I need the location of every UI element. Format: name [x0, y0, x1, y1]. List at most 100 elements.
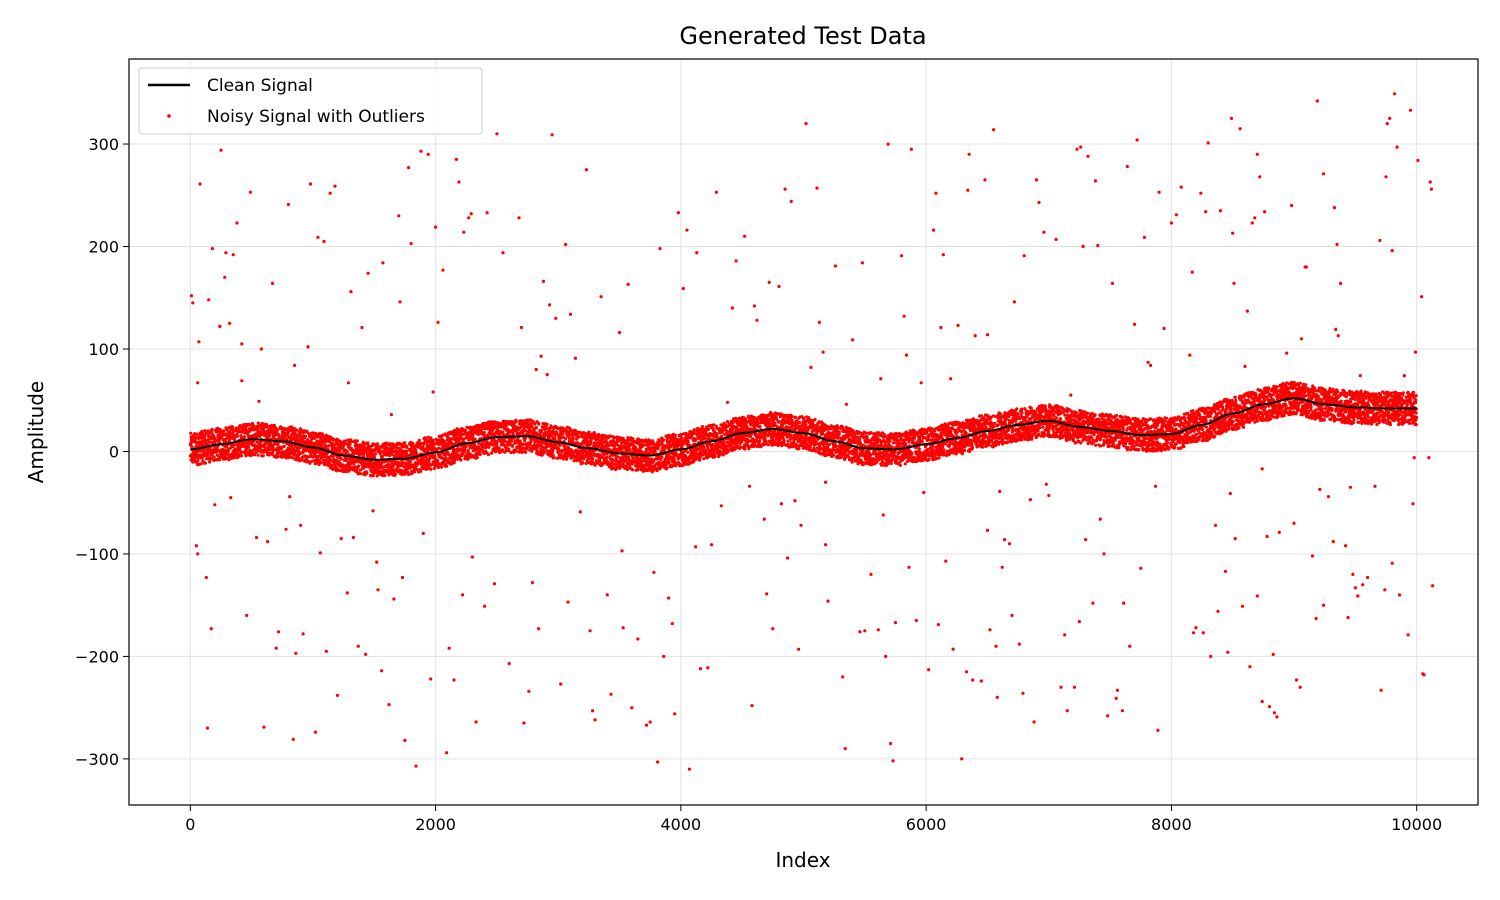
- noisy-point: [405, 449, 409, 453]
- noisy-point: [255, 440, 259, 444]
- noisy-point: [793, 415, 798, 420]
- noisy-point: [197, 435, 201, 439]
- noisy-point: [204, 431, 208, 435]
- noisy-point: [419, 469, 423, 473]
- noisy-point: [348, 442, 352, 447]
- noisy-point: [445, 464, 449, 468]
- noisy-point: [618, 466, 622, 470]
- noisy-point: [514, 419, 518, 423]
- noisy-point: [720, 434, 724, 438]
- noisy-point: [679, 436, 684, 440]
- noisy-point: [713, 455, 717, 459]
- noisy-point: [471, 433, 475, 438]
- noisy-point: [258, 434, 262, 438]
- noisy-point: [407, 472, 411, 476]
- noisy-point: [550, 450, 555, 454]
- noisy-point: [625, 464, 629, 468]
- noisy-point: [627, 455, 631, 459]
- noisy-point: [487, 445, 491, 449]
- noisy-point: [694, 437, 698, 441]
- noisy-point: [195, 432, 199, 436]
- noisy-point: [214, 439, 218, 443]
- noisy-point: [542, 451, 546, 455]
- noisy-point: [212, 455, 216, 459]
- noisy-point: [743, 447, 747, 451]
- noisy-point: [539, 429, 544, 433]
- noisy-point: [190, 445, 194, 449]
- noisy-point: [668, 441, 672, 445]
- noisy-point: [636, 468, 640, 472]
- noisy-point: [628, 448, 632, 452]
- noisy-point: [193, 432, 197, 436]
- noisy-point: [345, 449, 349, 453]
- noisy-point: [213, 436, 217, 440]
- noisy-point: [558, 444, 562, 448]
- noisy-point: [686, 440, 690, 444]
- noisy-point: [473, 437, 477, 441]
- noisy-point: [230, 452, 234, 456]
- noisy-point: [319, 461, 323, 465]
- noisy-point: [410, 469, 414, 473]
- noisy-point: [375, 442, 380, 446]
- noisy-point: [598, 459, 602, 463]
- noisy-point: [320, 443, 324, 447]
- noisy-point: [440, 465, 444, 469]
- noisy-point: [339, 457, 343, 461]
- noisy-point: [702, 457, 706, 461]
- noisy-point: [706, 428, 710, 432]
- noisy-point: [763, 436, 767, 440]
- noisy-point: [209, 457, 213, 461]
- noisy-point: [408, 460, 412, 464]
- noisy-point: [459, 458, 463, 462]
- noisy-point: [239, 454, 244, 458]
- noisy-point: [725, 440, 729, 444]
- noisy-point: [790, 414, 794, 418]
- noisy-point: [711, 443, 715, 447]
- noisy-point: [199, 462, 203, 466]
- noisy-point: [366, 441, 370, 445]
- noisy-point: [203, 461, 207, 465]
- noisy-point: [703, 436, 708, 440]
- noisy-point: [437, 446, 441, 450]
- noisy-point: [782, 439, 786, 443]
- noisy-point: [282, 444, 286, 448]
- noisy-point: [555, 456, 560, 460]
- noisy-point: [199, 449, 203, 453]
- noisy-point: [686, 450, 690, 454]
- noisy-point: [215, 458, 219, 462]
- noisy-point: [238, 448, 242, 452]
- noisy-point: [248, 423, 252, 427]
- noisy-point: [196, 459, 200, 463]
- noisy-point: [393, 472, 397, 476]
- noisy-point: [764, 439, 768, 443]
- noisy-point: [534, 426, 538, 430]
- noisy-point: [482, 430, 486, 435]
- noisy-point: [660, 455, 664, 459]
- noisy-point: [234, 426, 238, 430]
- noisy-point: [501, 430, 505, 434]
- noisy-point: [672, 457, 676, 461]
- noisy-point: [227, 458, 231, 462]
- noisy-point: [524, 450, 528, 454]
- noisy-point: [276, 455, 280, 459]
- noisy-point: [208, 440, 212, 444]
- noisy-point: [631, 437, 635, 441]
- noisy-point: [208, 460, 212, 464]
- noisy-point: [373, 452, 377, 456]
- noisy-point: [365, 471, 369, 475]
- noisy-point: [537, 422, 541, 426]
- noisy-point: [224, 432, 228, 436]
- noisy-point: [217, 458, 222, 462]
- noisy-point: [661, 438, 665, 442]
- noisy-point: [276, 442, 280, 447]
- noisy-point: [235, 434, 239, 438]
- noisy-point: [215, 453, 219, 457]
- noisy-point: [674, 451, 678, 455]
- noisy-point: [231, 425, 235, 429]
- noisy-point: [232, 443, 236, 447]
- noisy-point: [587, 430, 591, 434]
- noisy-point: [475, 456, 479, 460]
- noisy-point: [238, 424, 242, 428]
- noisy-point: [429, 467, 433, 471]
